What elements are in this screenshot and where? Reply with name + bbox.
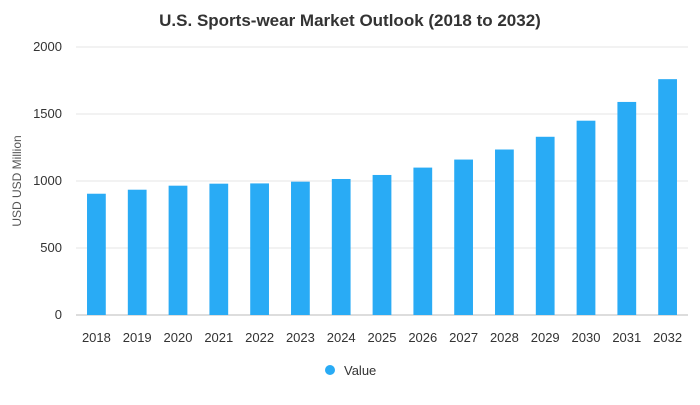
bar-2027[interactable] bbox=[454, 159, 473, 315]
y-tick-label: 2000 bbox=[33, 39, 62, 54]
bar-2019[interactable] bbox=[127, 189, 147, 315]
legend-label-value: Value bbox=[344, 363, 376, 378]
bar-2021[interactable] bbox=[209, 183, 229, 315]
y-axis-ticks: 0 500 1000 1500 2000 bbox=[33, 39, 62, 322]
bar-2018[interactable] bbox=[87, 193, 106, 315]
y-tick-label: 1000 bbox=[33, 173, 62, 188]
bar-2022[interactable] bbox=[250, 183, 269, 315]
bar-2029[interactable] bbox=[535, 136, 555, 315]
x-tick-label: 2032 bbox=[653, 330, 682, 345]
x-tick-label: 2025 bbox=[368, 330, 397, 345]
x-tick-label: 2030 bbox=[572, 330, 601, 345]
bar-2032[interactable] bbox=[658, 79, 677, 315]
y-tick-label: 1500 bbox=[33, 106, 62, 121]
y-tick-label: 500 bbox=[40, 240, 62, 255]
x-tick-label: 2029 bbox=[531, 330, 560, 345]
x-tick-label: 2018 bbox=[82, 330, 111, 345]
y-axis-title: USD USD Million bbox=[10, 135, 24, 226]
bar-2026[interactable] bbox=[413, 167, 433, 315]
bars bbox=[87, 79, 677, 315]
bar-2025[interactable] bbox=[372, 174, 392, 315]
x-tick-label: 2023 bbox=[286, 330, 315, 345]
y-tick-label: 0 bbox=[55, 307, 62, 322]
x-tick-label: 2020 bbox=[164, 330, 193, 345]
bar-2030[interactable] bbox=[576, 120, 596, 315]
chart-title: U.S. Sports-wear Market Outlook (2018 to… bbox=[159, 11, 541, 30]
x-axis-ticks: 2018 2019 2020 2021 2022 2023 2024 2025 2026 2027… bbox=[82, 330, 682, 345]
bar-2028[interactable] bbox=[495, 149, 514, 315]
x-tick-label: 2021 bbox=[204, 330, 233, 345]
x-tick-label: 2019 bbox=[123, 330, 152, 345]
x-tick-label: 2027 bbox=[449, 330, 478, 345]
legend-swatch-value bbox=[325, 365, 335, 375]
bar-2031[interactable] bbox=[617, 101, 637, 315]
bar-2023[interactable] bbox=[291, 181, 310, 315]
x-tick-label: 2024 bbox=[327, 330, 356, 345]
x-tick-label: 2022 bbox=[245, 330, 274, 345]
x-tick-label: 2026 bbox=[408, 330, 437, 345]
x-tick-label: 2028 bbox=[490, 330, 519, 345]
bar-2020[interactable] bbox=[168, 185, 188, 315]
bar-2024[interactable] bbox=[331, 178, 351, 315]
x-tick-label: 2031 bbox=[612, 330, 641, 345]
legend[interactable]: Value bbox=[325, 363, 376, 378]
